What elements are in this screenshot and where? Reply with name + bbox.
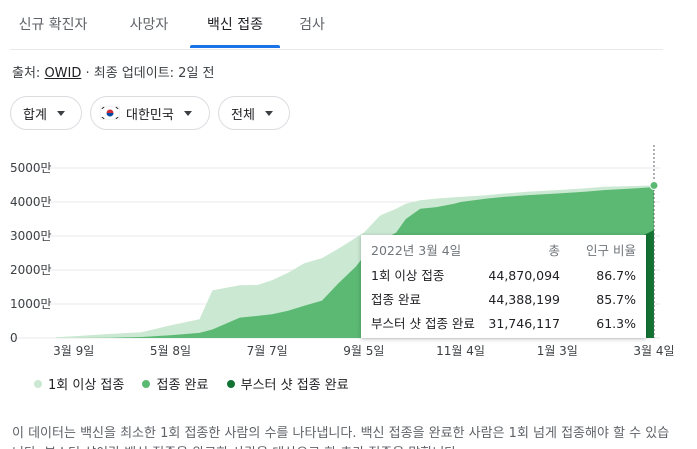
chevron-down-icon [264, 110, 273, 116]
country-label: 대한민국 [126, 107, 174, 123]
range-dropdown[interactable]: 전체 [218, 96, 290, 130]
tab-deaths[interactable]: 사망자 [129, 17, 169, 33]
measure-label: 합계 [23, 107, 47, 123]
chevron-down-icon [183, 110, 192, 116]
tooltip-row-label: 1회 이상 접종 [371, 268, 445, 283]
legend-label: 부스터 샷 접종 완료 [240, 378, 349, 393]
tooltip-row: 1회 이상 접종 44,870,094 86.7% [371, 266, 636, 286]
legend-item[interactable]: 부스터 샷 접종 완료 [226, 374, 349, 393]
data-note: 이 데이터는 백신을 최소한 1회 접종한 사람의 수를 나타냅니다. 백신 접… [12, 426, 670, 449]
x-tick-label: 1월 3일 [537, 344, 578, 358]
tab-bar: 신규 확진자 사망자 백신 접종 검사 [0, 0, 697, 50]
y-tick-label: 4000만 [10, 195, 52, 209]
y-tick-label: 3000만 [10, 229, 52, 243]
x-tick-label: 5월 8일 [150, 344, 191, 358]
y-tick-label: 2000만 [10, 263, 52, 277]
tooltip-col-ratio: 인구 비율 [586, 243, 636, 258]
y-tick-label: 1000만 [10, 297, 52, 311]
tooltip-row-ratio: 61.3% [596, 316, 636, 331]
active-tab-indicator [190, 45, 280, 48]
tooltip-row-total: 44,388,199 [488, 292, 560, 307]
tab-new-cases[interactable]: 신규 확진자 [18, 17, 88, 33]
tab-tests[interactable]: 검사 [299, 17, 325, 33]
last-updated: · 최종 업데이트: 2일 전 [81, 66, 215, 81]
tooltip-row-ratio: 86.7% [596, 268, 636, 283]
tabs-divider [10, 49, 663, 50]
legend-item[interactable]: 접종 완료 [142, 374, 208, 393]
tooltip-col-total: 총 [548, 243, 560, 258]
tooltip-row-total: 44,870,094 [488, 268, 560, 283]
range-label: 전체 [231, 107, 255, 123]
x-tick-label: 11월 4일 [436, 344, 485, 358]
legend-swatch [34, 379, 42, 388]
tooltip-row-label: 접종 완료 [371, 292, 421, 307]
x-tick-label: 3월 9일 [53, 344, 94, 358]
y-tick-label: 0 [10, 331, 18, 345]
legend-label: 1회 이상 접종 [48, 378, 125, 393]
y-tick-label: 5000만 [10, 161, 52, 175]
chart-legend: 1회 이상 접종 접종 완료 부스터 샷 접종 완료 [34, 374, 363, 393]
source-prefix: 출처: [12, 66, 45, 81]
x-tick-label: 3월 4일 [633, 344, 674, 358]
chart-tooltip: 2022년 3월 4일 총 인구 비율 1회 이상 접종 44,870,094 … [361, 235, 646, 338]
tooltip-row-ratio: 85.7% [596, 292, 636, 307]
tooltip-row-total: 31,746,117 [488, 316, 560, 331]
legend-swatch [226, 379, 235, 388]
country-dropdown[interactable]: 대한민국 [90, 96, 210, 130]
tooltip-row: 접종 완료 44,388,199 85.7% [371, 290, 636, 310]
x-tick-label: 9월 5일 [343, 344, 384, 358]
legend-label: 접종 완료 [156, 378, 209, 393]
chevron-down-icon [56, 110, 65, 116]
tooltip-row: 부스터 샷 접종 완료 31,746,117 61.3% [371, 314, 636, 334]
legend-item[interactable]: 1회 이상 접종 [34, 374, 124, 393]
tooltip-header: 2022년 3월 4일 총 인구 비율 [371, 241, 636, 261]
hover-point [649, 180, 659, 190]
tooltip-row-label: 부스터 샷 접종 완료 [371, 316, 475, 331]
source-link[interactable]: OWID [44, 66, 82, 81]
x-tick-label: 7월 7일 [247, 344, 288, 358]
legend-swatch [142, 379, 151, 388]
korea-flag-icon [100, 106, 120, 120]
measure-dropdown[interactable]: 합계 [10, 96, 82, 130]
source-line: 출처: OWID · 최종 업데이트: 2일 전 [12, 62, 215, 81]
tooltip-date: 2022년 3월 4일 [371, 243, 462, 258]
tab-vaccination[interactable]: 백신 접종 [207, 17, 263, 33]
